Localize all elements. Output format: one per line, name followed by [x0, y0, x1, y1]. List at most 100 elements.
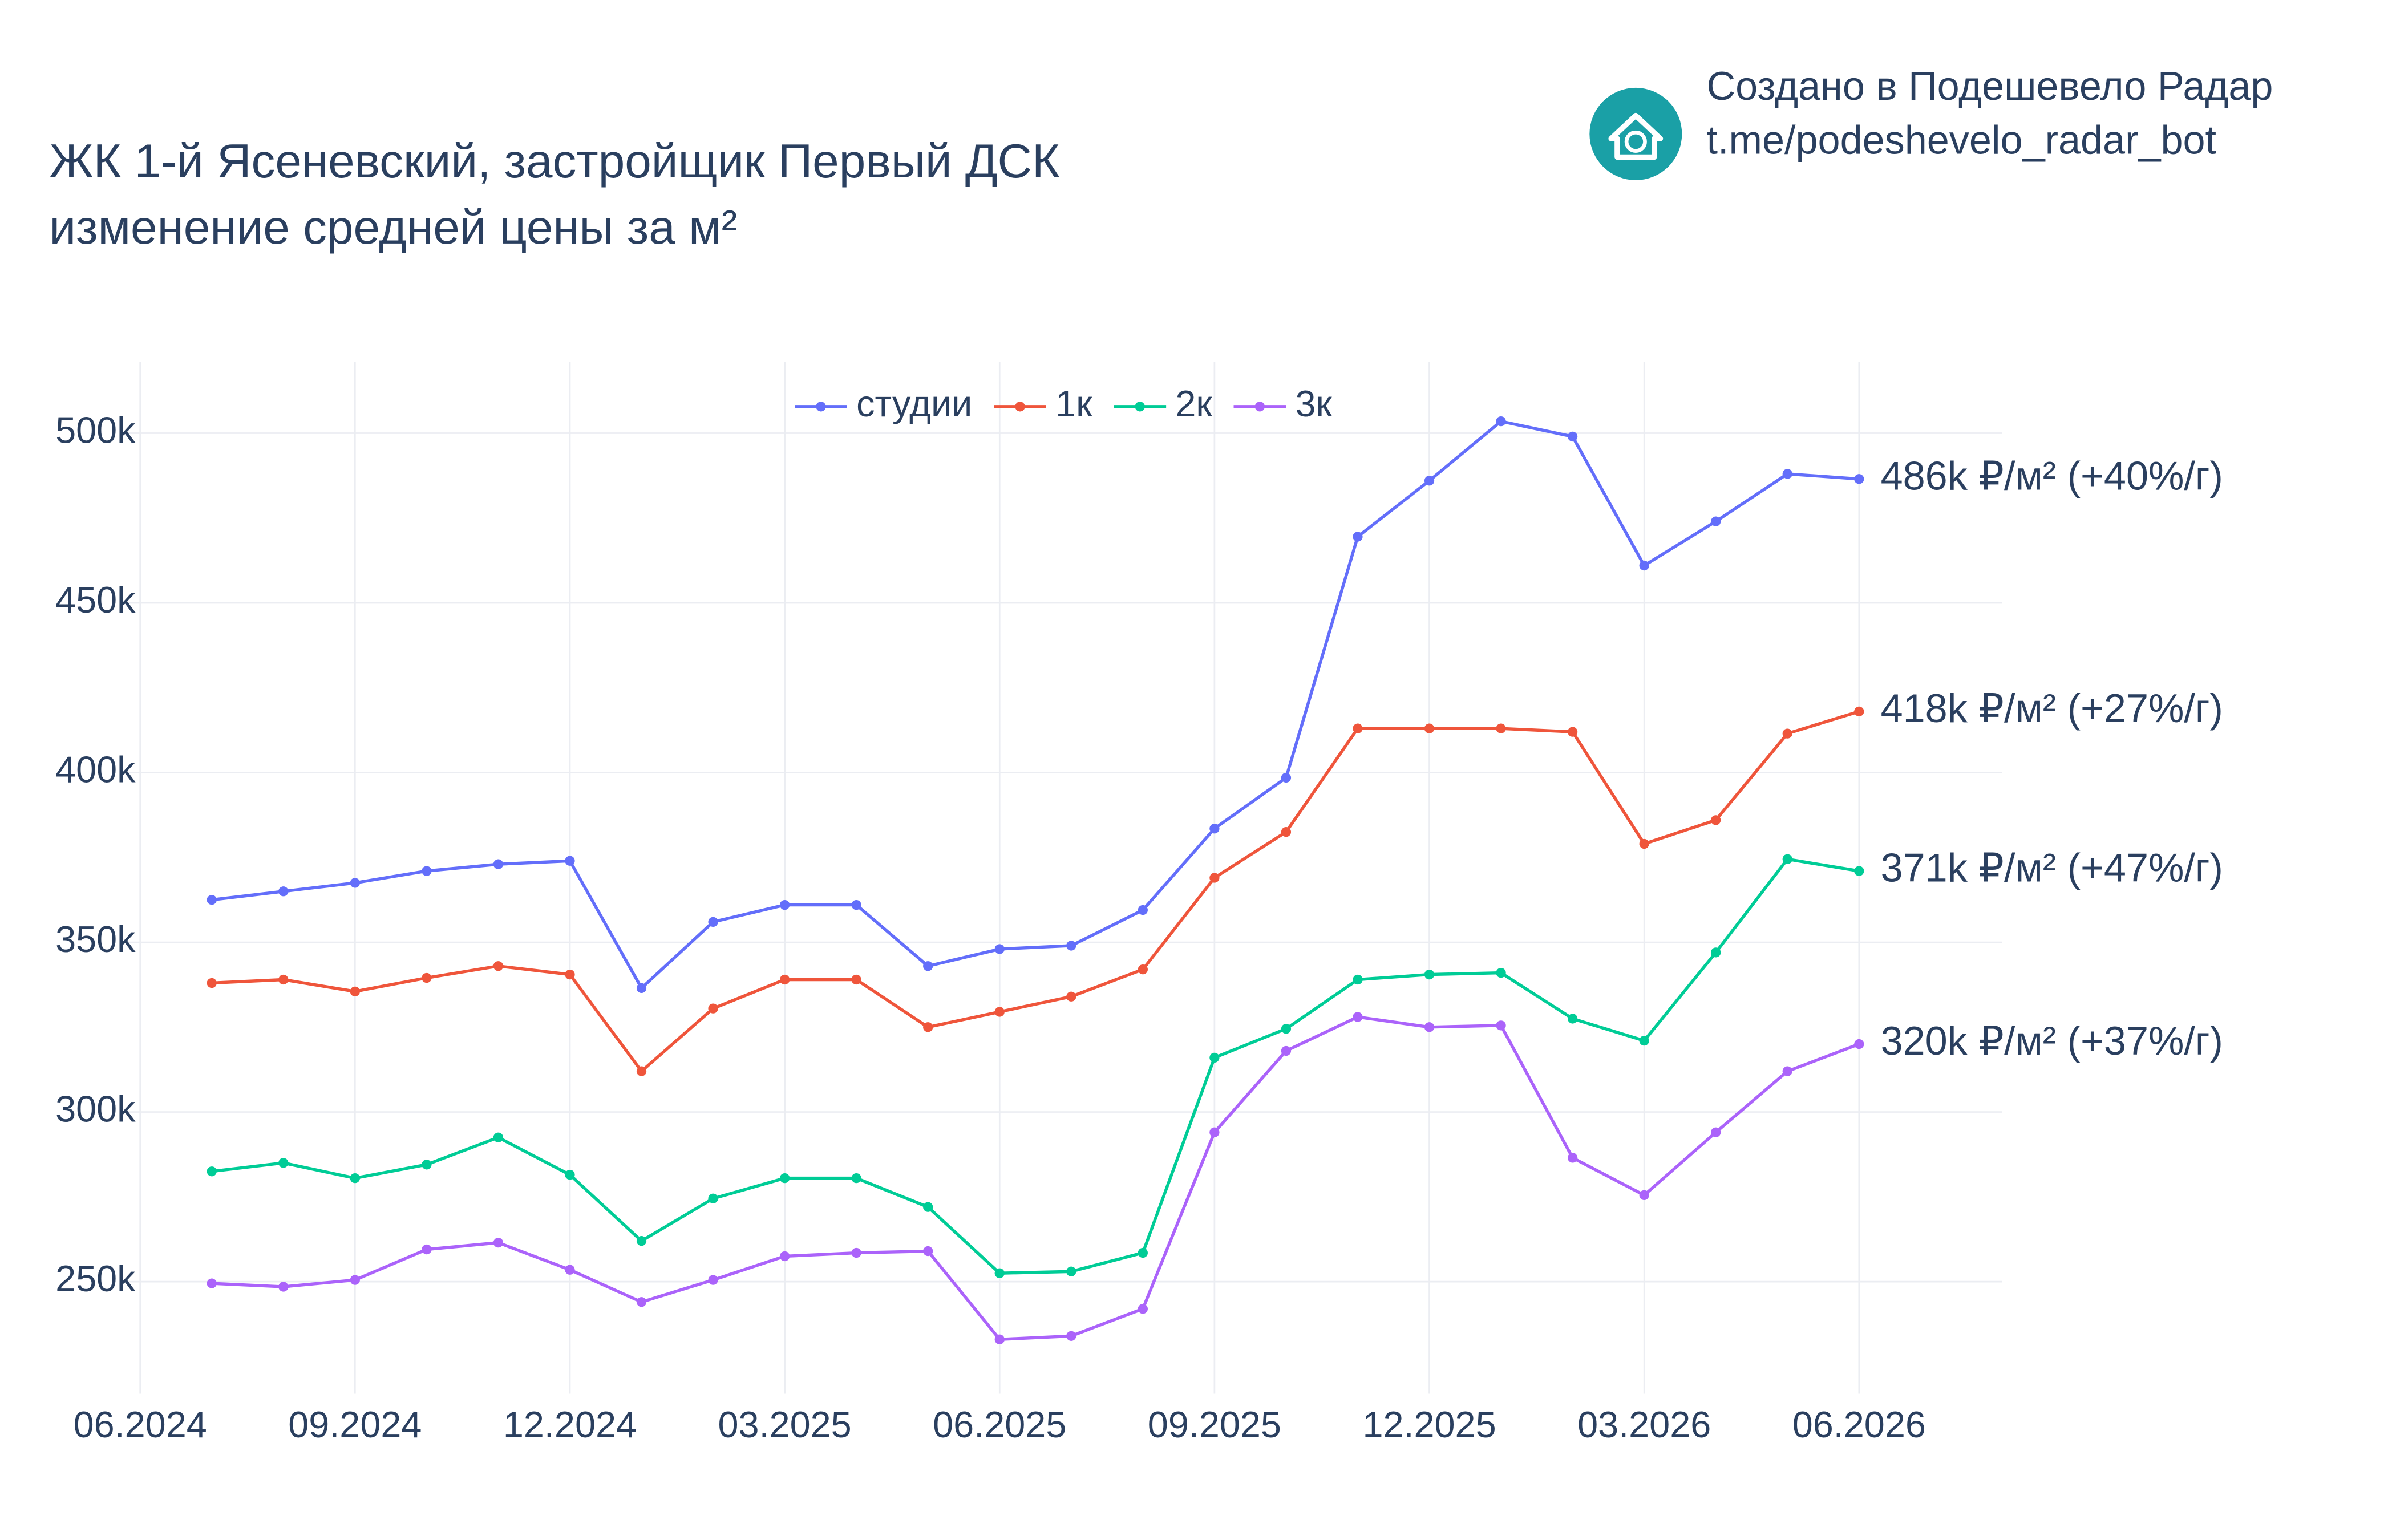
y-tick-label: 250k	[55, 1258, 136, 1299]
point	[207, 1278, 217, 1288]
point	[1209, 1052, 1220, 1063]
legend-label: 3к	[1295, 383, 1332, 424]
point	[422, 866, 432, 876]
y-tick-label: 400k	[55, 749, 136, 791]
x-tick-label: 12.2024	[503, 1404, 637, 1445]
series-line	[211, 419, 1859, 991]
point	[1639, 560, 1649, 571]
point	[994, 1007, 1005, 1017]
point	[1066, 991, 1076, 1002]
x-tick-label: 03.2025	[718, 1404, 852, 1445]
point	[1281, 772, 1292, 783]
logo	[1589, 87, 1682, 180]
point	[1782, 1066, 1792, 1076]
point	[207, 978, 217, 988]
point	[1496, 967, 1506, 978]
point	[1424, 723, 1435, 733]
point	[851, 899, 861, 910]
y-tick-label: 500k	[55, 410, 136, 451]
point	[1209, 1127, 1220, 1137]
point	[851, 1247, 861, 1258]
point	[1854, 474, 1864, 484]
point	[994, 1268, 1005, 1278]
legend-marker	[816, 402, 826, 412]
point	[1209, 873, 1220, 883]
end-label: 320k ₽/м² (+37%/г)	[1881, 1018, 2223, 1063]
legend-marker	[1254, 402, 1265, 412]
point	[994, 1334, 1005, 1344]
point	[1281, 1024, 1292, 1034]
point	[1496, 1020, 1506, 1031]
point	[1567, 1014, 1578, 1024]
point	[1854, 1039, 1864, 1049]
point	[350, 986, 360, 996]
point	[1854, 706, 1864, 717]
point	[851, 974, 861, 985]
point	[1711, 516, 1721, 526]
point	[923, 1202, 933, 1212]
point	[1281, 1045, 1292, 1056]
chart-subtitle: изменение средней цены за м²	[49, 200, 737, 254]
point	[1782, 854, 1792, 864]
point	[493, 961, 504, 971]
point	[1639, 1190, 1649, 1201]
point	[708, 1003, 718, 1014]
point	[1353, 723, 1363, 733]
point	[1567, 431, 1578, 442]
point	[1424, 969, 1435, 980]
legend-marker	[1015, 402, 1025, 412]
point	[1854, 866, 1864, 876]
point	[350, 1275, 360, 1285]
point	[1138, 1247, 1148, 1258]
point	[207, 1166, 217, 1177]
point	[923, 1022, 933, 1032]
point	[1711, 947, 1721, 958]
point	[1567, 1153, 1578, 1163]
point	[1424, 476, 1435, 486]
point	[1281, 827, 1292, 837]
point	[636, 1236, 647, 1246]
point	[1353, 974, 1363, 985]
point	[1353, 1012, 1363, 1022]
point	[1496, 723, 1506, 733]
legend: студии 1к 2к 3к	[795, 383, 1333, 424]
point	[565, 969, 575, 980]
point	[278, 1158, 289, 1168]
series-line	[212, 710, 1860, 1074]
point	[1138, 964, 1148, 975]
point	[1711, 815, 1721, 825]
legend-marker	[1135, 402, 1145, 412]
brand-text: Создано в Подешевело Радар	[1707, 63, 2273, 108]
point	[923, 1246, 933, 1257]
point	[708, 1275, 718, 1285]
point	[1138, 1304, 1148, 1314]
point	[1639, 838, 1649, 849]
grid	[124, 362, 2002, 1394]
point	[994, 944, 1005, 954]
end-label: 486k ₽/м² (+40%/г)	[1881, 453, 2223, 498]
legend-label: студии	[856, 383, 972, 424]
point	[1066, 1266, 1076, 1276]
point	[1567, 727, 1578, 737]
point	[278, 886, 289, 897]
point	[350, 1173, 360, 1184]
x-tick-label: 06.2026	[1792, 1404, 1926, 1445]
point	[1424, 1022, 1435, 1032]
point	[708, 1193, 718, 1203]
point	[1066, 941, 1076, 951]
point	[422, 1160, 432, 1170]
point	[779, 1173, 790, 1184]
brand-link: t.me/podeshevelo_radar_bot	[1707, 117, 2217, 163]
point	[422, 972, 432, 983]
point	[493, 1132, 504, 1142]
point	[1782, 728, 1792, 739]
point	[1496, 416, 1506, 427]
point	[565, 1265, 575, 1275]
y-tick-label: 450k	[55, 579, 136, 621]
point	[278, 1282, 289, 1292]
x-tick-label: 09.2025	[1148, 1404, 1281, 1445]
point	[493, 1238, 504, 1248]
point	[923, 961, 933, 971]
point	[636, 1066, 647, 1076]
